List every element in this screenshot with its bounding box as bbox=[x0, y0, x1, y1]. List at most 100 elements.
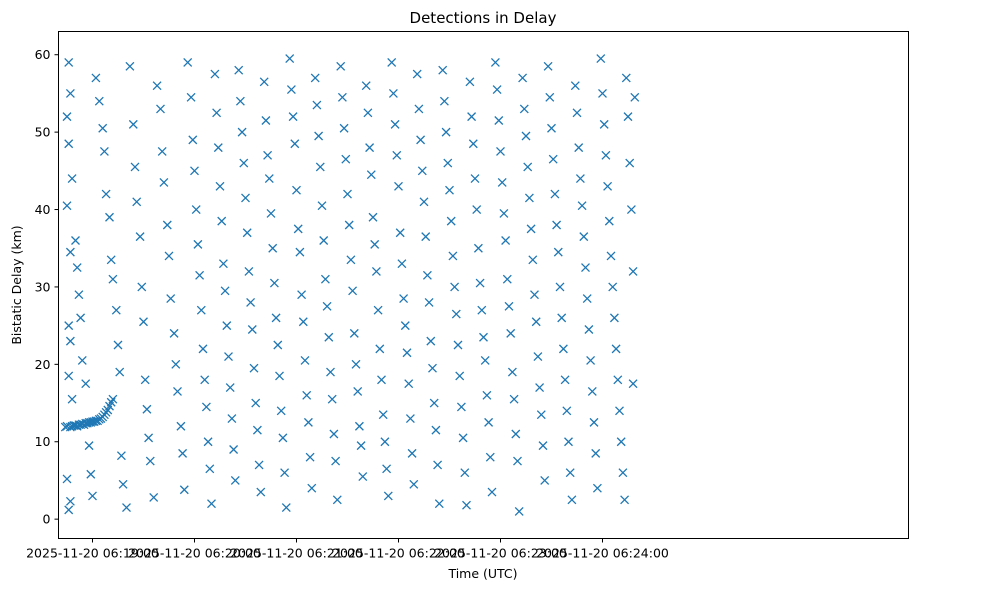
point-clutter-26 bbox=[99, 147, 109, 156]
point-clutter-98 bbox=[249, 363, 259, 373]
point-clutter-254 bbox=[533, 352, 543, 362]
point-clutter-94 bbox=[242, 228, 252, 238]
point-clutter-175 bbox=[390, 119, 400, 129]
point-clutter-275 bbox=[572, 108, 582, 118]
point-clutter-176 bbox=[392, 150, 402, 160]
point-clutter-217 bbox=[467, 112, 477, 122]
point-clutter-84 bbox=[224, 352, 233, 362]
point-clutter-41 bbox=[135, 232, 145, 242]
point-clutter-190 bbox=[417, 166, 427, 176]
point-clutter-42 bbox=[137, 282, 147, 292]
point-clutter-49 bbox=[152, 81, 162, 91]
point-target-track-16 bbox=[89, 417, 99, 427]
point-clutter-71 bbox=[200, 375, 210, 385]
point-clutter-263 bbox=[550, 189, 560, 199]
point-clutter-1 bbox=[65, 88, 75, 98]
point-clutter-153 bbox=[349, 328, 359, 338]
point-clutter-76 bbox=[210, 69, 220, 79]
point-clutter-288 bbox=[596, 54, 606, 64]
point-clutter-239 bbox=[506, 328, 516, 338]
point-clutter-210 bbox=[453, 340, 463, 350]
point-clutter-184 bbox=[405, 414, 415, 423]
point-clutter-45 bbox=[142, 404, 152, 414]
point-clutter-50 bbox=[156, 104, 165, 114]
point-clutter-259 bbox=[543, 61, 553, 71]
point-clutter-199 bbox=[433, 460, 443, 470]
point-clutter-70 bbox=[198, 344, 208, 354]
point-clutter-264 bbox=[552, 220, 562, 230]
point-clutter-85 bbox=[225, 383, 235, 393]
point-clutter-262 bbox=[548, 154, 558, 164]
point-clutter-194 bbox=[424, 297, 434, 307]
y-tick-label-4: 40 bbox=[35, 202, 51, 217]
point-clutter-79 bbox=[215, 181, 225, 191]
point-clutter-265 bbox=[553, 247, 563, 257]
point-clutter-47 bbox=[145, 456, 155, 466]
point-target-track-14 bbox=[86, 417, 96, 427]
point-clutter-240 bbox=[507, 367, 517, 377]
point-clutter-278 bbox=[577, 201, 587, 211]
point-clutter-144 bbox=[332, 495, 342, 505]
point-clutter-307 bbox=[628, 266, 638, 276]
point-clutter-18 bbox=[77, 356, 87, 365]
plot-frame bbox=[58, 31, 909, 539]
point-clutter-91 bbox=[237, 127, 247, 137]
point-clutter-248 bbox=[523, 162, 533, 172]
point-clutter-191 bbox=[419, 197, 429, 207]
point-clutter-296 bbox=[609, 313, 619, 323]
point-clutter-205 bbox=[445, 185, 454, 195]
point-clutter-244 bbox=[514, 506, 524, 516]
point-clutter-306 bbox=[626, 205, 636, 214]
point-clutter-8 bbox=[65, 336, 75, 346]
point-clutter-128 bbox=[303, 417, 313, 427]
point-clutter-273 bbox=[567, 495, 577, 505]
point-clutter-298 bbox=[613, 375, 623, 385]
point-clutter-100 bbox=[252, 425, 262, 435]
point-clutter-214 bbox=[460, 468, 470, 478]
point-clutter-267 bbox=[557, 313, 567, 323]
point-clutter-51 bbox=[157, 147, 167, 156]
point-clutter-211 bbox=[455, 371, 465, 381]
point-clutter-180 bbox=[399, 294, 409, 304]
point-clutter-5 bbox=[62, 201, 72, 211]
point-clutter-256 bbox=[536, 410, 546, 420]
point-clutter-78 bbox=[213, 143, 223, 153]
point-clutter-250 bbox=[526, 224, 536, 234]
point-clutter-197 bbox=[429, 398, 439, 408]
point-clutter-253 bbox=[531, 317, 541, 327]
point-clutter-111 bbox=[273, 340, 283, 350]
point-clutter-83 bbox=[222, 321, 232, 331]
point-clutter-234 bbox=[497, 177, 507, 187]
point-clutter-196 bbox=[428, 363, 437, 373]
point-clutter-95 bbox=[244, 266, 254, 276]
point-clutter-4 bbox=[67, 174, 77, 184]
point-clutter-158 bbox=[358, 472, 368, 482]
point-clutter-90 bbox=[235, 96, 245, 106]
point-clutter-130 bbox=[307, 483, 317, 493]
point-clutter-147 bbox=[339, 123, 349, 133]
point-clutter-72 bbox=[201, 402, 211, 412]
x-tick-label-0: 2025-11-20 06:19:00 bbox=[26, 546, 159, 561]
point-clutter-73 bbox=[203, 437, 213, 447]
point-clutter-139 bbox=[324, 332, 334, 342]
point-clutter-241 bbox=[509, 394, 519, 404]
point-clutter-6 bbox=[65, 247, 75, 257]
point-clutter-87 bbox=[229, 445, 239, 454]
point-clutter-279 bbox=[579, 232, 589, 242]
point-clutter-173 bbox=[387, 58, 397, 67]
point-target-track-12 bbox=[82, 418, 92, 428]
point-clutter-80 bbox=[217, 216, 227, 226]
point-clutter-257 bbox=[538, 441, 548, 451]
point-clutter-93 bbox=[241, 193, 250, 203]
point-clutter-220 bbox=[472, 205, 482, 214]
point-clutter-101 bbox=[254, 460, 264, 470]
point-clutter-113 bbox=[276, 406, 286, 416]
point-clutter-77 bbox=[212, 108, 222, 118]
point-clutter-200 bbox=[434, 499, 444, 509]
point-clutter-291 bbox=[601, 150, 611, 160]
chart-title: Detections in Delay bbox=[410, 9, 557, 27]
point-clutter-183 bbox=[404, 379, 414, 389]
point-clutter-31 bbox=[111, 305, 121, 315]
point-clutter-270 bbox=[562, 406, 572, 416]
point-clutter-75 bbox=[207, 499, 216, 509]
